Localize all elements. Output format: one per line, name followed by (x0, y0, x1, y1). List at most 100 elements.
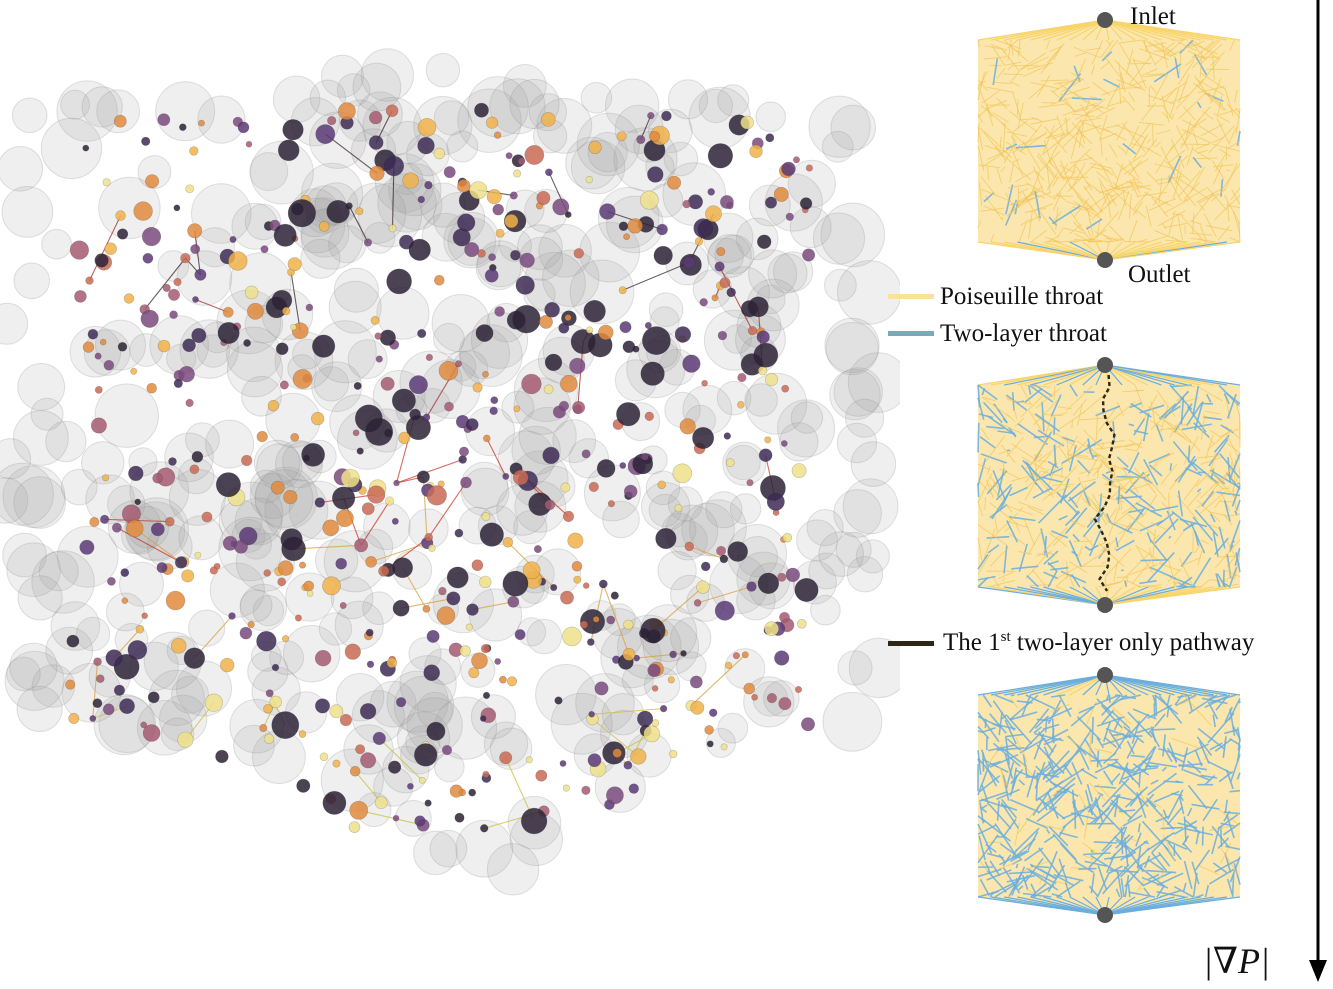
poiseuille-throat (1102, 581, 1121, 588)
two-layer-throat (1191, 861, 1200, 885)
poiseuille-throat (1080, 121, 1110, 133)
poiseuille-throat (1118, 87, 1141, 89)
pore-body (270, 480, 285, 495)
poiseuille-throat (1003, 48, 1008, 54)
poiseuille-throat (1150, 412, 1170, 430)
grain-sphere (845, 398, 885, 438)
two-layer-throat (1156, 511, 1175, 527)
pore-body (367, 485, 386, 504)
poiseuille-throat (1042, 527, 1068, 553)
two-layer-throat (978, 835, 986, 861)
two-layer-throat (1124, 786, 1149, 808)
poiseuille-throat (1149, 420, 1163, 427)
poiseuille-throat (1095, 445, 1122, 450)
pore-body (520, 807, 548, 835)
two-layer-throat (1053, 417, 1056, 435)
outlet-throat (1043, 241, 1106, 261)
poiseuille-throat (1027, 530, 1043, 556)
two-layer-throat (1154, 713, 1166, 728)
poiseuille-throat (1018, 187, 1029, 194)
poiseuille-throat (1205, 434, 1214, 459)
two-layer-throat (1073, 65, 1081, 83)
two-layer-throat (987, 760, 1001, 767)
poiseuille-throat (979, 182, 983, 206)
poiseuille-throat (1208, 523, 1224, 532)
poiseuille-throat (984, 130, 1013, 159)
poiseuille-throat (1112, 465, 1116, 486)
two-layer-throat (1105, 513, 1112, 524)
poiseuille-throat (1003, 73, 1024, 76)
two-layer-throat (1178, 796, 1185, 815)
poiseuille-throat (1063, 148, 1091, 176)
pore-body (749, 144, 763, 159)
grain-sphere (13, 410, 69, 466)
poiseuille-throat (996, 97, 1008, 109)
two-layer-throat (1166, 706, 1170, 718)
pore-body (481, 512, 491, 522)
two-layer-throat (1204, 885, 1210, 898)
two-layer-throat (1166, 510, 1176, 531)
panel-middle-mixed-network (977, 357, 1241, 613)
poiseuille-throat (1102, 476, 1127, 494)
pore-body (656, 223, 668, 236)
two-layer-throat (1019, 737, 1046, 754)
pore-body (579, 620, 589, 629)
two-layer-throat (1034, 384, 1053, 397)
pore-body (111, 522, 122, 533)
pore-body (569, 357, 586, 375)
poiseuille-throat (1050, 96, 1075, 106)
two-layer-throat (1004, 753, 1014, 779)
pore-body (142, 252, 154, 264)
poiseuille-throat (1171, 175, 1197, 207)
two-layer-throat (1104, 737, 1118, 748)
poiseuille-throat (1105, 401, 1136, 426)
poiseuille-throat (977, 553, 991, 575)
grain-sphere (744, 383, 778, 417)
pore-body (303, 580, 315, 592)
pore-body (774, 650, 790, 666)
pore-body (475, 324, 494, 343)
two-layer-throat (1042, 801, 1048, 811)
two-layer-throat (981, 388, 986, 396)
pore-throat (360, 500, 391, 546)
poiseuille-throat (1116, 79, 1146, 91)
two-layer-throat (1004, 735, 1011, 765)
pore-body (356, 447, 364, 455)
pore-body (355, 744, 366, 755)
two-layer-throat (1190, 522, 1206, 554)
pore-body (521, 373, 542, 395)
two-layer-throat (1054, 767, 1085, 788)
two-layer-throat (1143, 459, 1159, 486)
two-layer-throat (1178, 764, 1208, 771)
pore-body (696, 580, 710, 594)
pore-body (794, 577, 819, 602)
two-layer-throat (1115, 537, 1119, 548)
pore-body (185, 398, 194, 408)
pore-body (366, 660, 375, 668)
two-layer-throat (1073, 799, 1077, 829)
two-layer-throat (1101, 473, 1115, 484)
grain-sphere (621, 664, 654, 697)
poiseuille-throat (1076, 404, 1083, 426)
outlet-label: Outlet (1128, 261, 1191, 288)
pore-body (778, 697, 792, 711)
grain-sphere (311, 361, 363, 413)
poiseuille-throat (1234, 400, 1241, 418)
poiseuille-throat (1125, 241, 1149, 243)
two-layer-throat (1035, 773, 1039, 801)
pore-body (314, 649, 332, 667)
pore-body (564, 314, 572, 322)
two-layer-throat (1158, 695, 1183, 724)
grain-sphere (536, 98, 593, 154)
pore-body (238, 526, 258, 546)
two-layer-throat (1211, 825, 1230, 848)
grain-sphere (518, 406, 577, 465)
two-layer-throat (1047, 864, 1066, 893)
pore-body (79, 539, 95, 555)
two-layer-throat (1024, 728, 1045, 750)
pore-body (409, 408, 421, 421)
poiseuille-throat (1077, 546, 1083, 562)
poiseuille-throat (1037, 152, 1058, 179)
poiseuille-throat (1092, 81, 1111, 96)
poiseuille-throat (1155, 144, 1175, 174)
